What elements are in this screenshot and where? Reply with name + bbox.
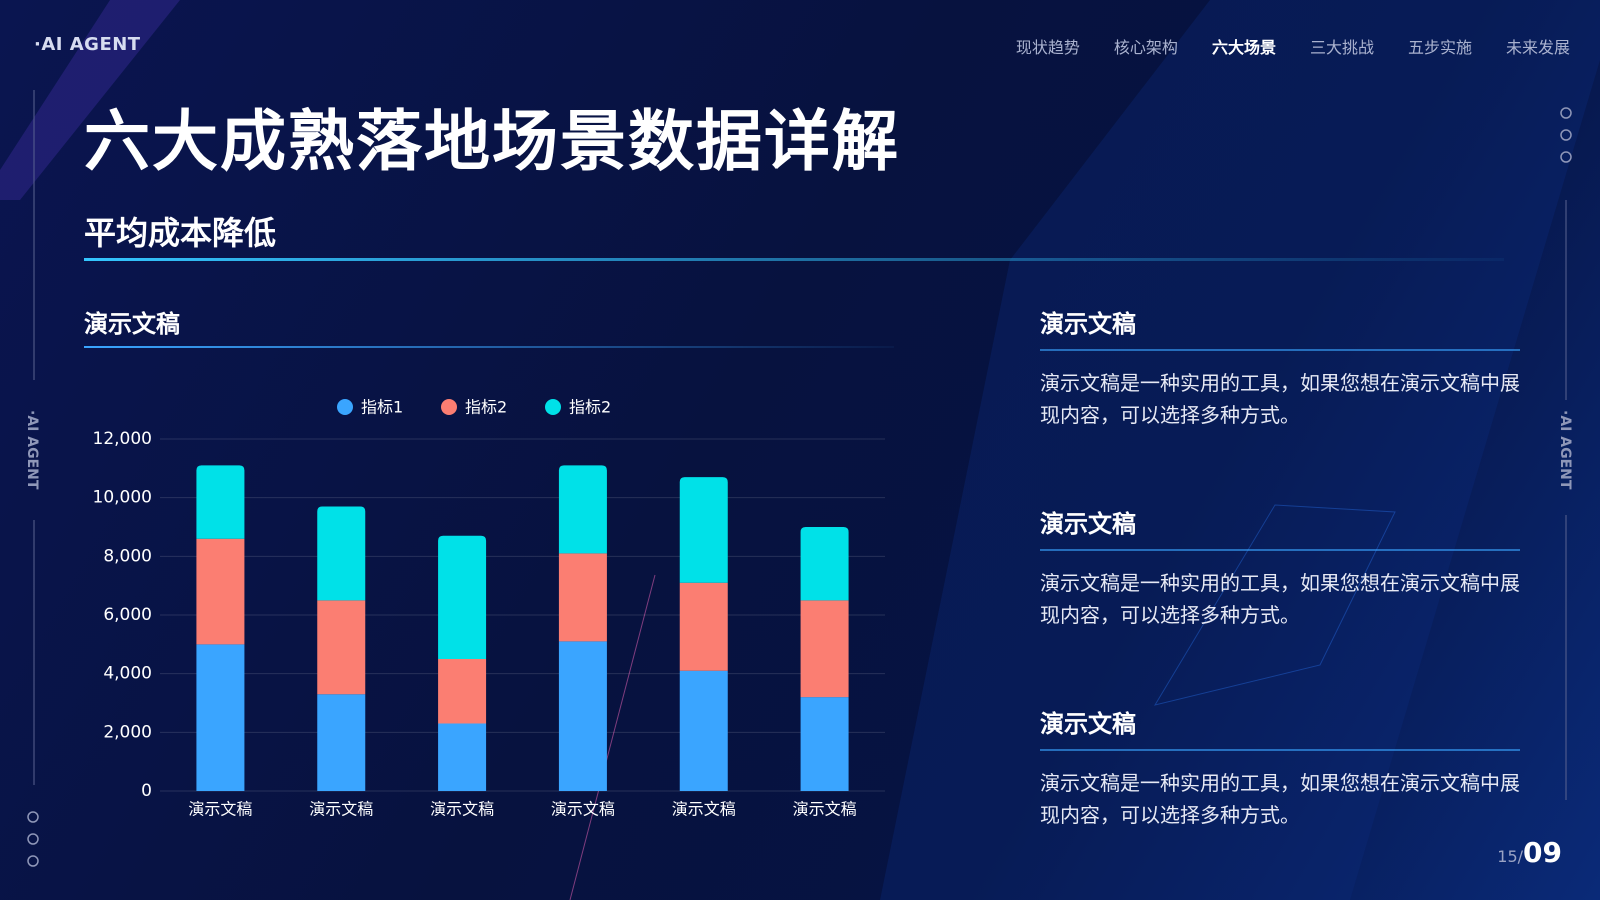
nav-item[interactable]: 现状趋势: [1015, 38, 1080, 57]
bar-segment: [196, 644, 245, 791]
nav-item[interactable]: 三大挑战: [1309, 38, 1374, 57]
bar-segment: [679, 477, 728, 583]
block-text: 演示文稿是一种实用的工具，如果您想在演示文稿中展现内容，可以选择多种方式。: [1040, 371, 1520, 427]
y-tick-label: 6,000: [103, 605, 152, 625]
bar-segment: [558, 553, 607, 642]
legend-swatch: [441, 399, 457, 415]
chart: 0 2,000 4,000 6,000 8,000 10,000 12,000 指标1 指标2 指…: [93, 398, 885, 819]
block-heading: 演示文稿: [1040, 304, 1520, 351]
nav-item[interactable]: 五步实施: [1407, 38, 1472, 57]
nav-item[interactable]: 六大场景: [1211, 38, 1276, 57]
logo: ·AI AGENT: [34, 34, 141, 55]
bar-segment: [558, 641, 607, 791]
side-label: ·AI AGENT: [24, 410, 40, 490]
chart-heading: 演示文稿: [84, 310, 180, 338]
bar-segment: [317, 694, 366, 791]
subtitle: 平均成本降低: [84, 214, 277, 252]
nav: 现状趋势 核心架构 六大场景 三大挑战 五步实施 未来发展: [1016, 34, 1570, 58]
x-tick-label: 演示文稿: [430, 800, 494, 819]
block-heading: 演示文稿: [1040, 704, 1520, 751]
y-tick-label: 12,000: [93, 429, 152, 449]
x-tick-label: 演示文稿: [551, 800, 615, 819]
y-tick-label: 0: [141, 781, 152, 801]
x-tick-label: 演示文稿: [188, 800, 252, 819]
bar-segment: [196, 538, 245, 645]
page-total: 09: [1523, 836, 1562, 869]
text-block: 演示文稿演示文稿是一种实用的工具，如果您想在演示文稿中展现内容，可以选择多种方式…: [1040, 504, 1520, 631]
dot: [1560, 151, 1572, 163]
bar-segment: [196, 465, 245, 539]
bar-segment: [679, 582, 728, 671]
block-heading: 演示文稿: [1040, 504, 1520, 551]
block-text: 演示文稿是一种实用的工具，如果您想在演示文稿中展现内容，可以选择多种方式。: [1040, 571, 1520, 627]
text-block: 演示文稿演示文稿是一种实用的工具，如果您想在演示文稿中展现内容，可以选择多种方式…: [1040, 304, 1520, 431]
bar-segment: [317, 506, 366, 601]
legend-label: 指标2: [465, 398, 507, 417]
dot: [27, 855, 39, 867]
legend-swatch: [545, 399, 561, 415]
legend-swatch: [337, 399, 353, 415]
bar-segment: [800, 527, 849, 601]
divider: [84, 258, 1504, 261]
title: 六大成熟落地场景数据详解: [84, 103, 900, 180]
bar-segment: [558, 465, 607, 554]
legend-label: 指标1: [361, 398, 403, 417]
nav-item[interactable]: 未来发展: [1505, 38, 1570, 57]
bar-segment: [679, 670, 728, 791]
dot: [1560, 129, 1572, 141]
y-tick-label: 10,000: [93, 488, 152, 508]
bar-segment: [438, 659, 487, 724]
dot: [1560, 107, 1572, 119]
network-lines: [1153, 504, 1396, 706]
page-number: 15/09: [1497, 836, 1562, 869]
x-tick-label: 演示文稿: [793, 800, 857, 819]
accent-line: [569, 574, 656, 900]
page-current: 15/: [1497, 847, 1524, 866]
block-text: 演示文稿是一种实用的工具，如果您想在演示文稿中展现内容，可以选择多种方式。: [1040, 771, 1520, 827]
dot: [27, 811, 39, 823]
y-tick-label: 4,000: [103, 664, 152, 684]
dot: [27, 833, 39, 845]
y-tick-label: 8,000: [103, 546, 152, 566]
divider: [84, 346, 894, 348]
legend-label: 指标2: [569, 398, 611, 417]
diagonal-band: [880, 0, 1600, 900]
side-label: ·AI AGENT: [1557, 410, 1573, 490]
nav-item[interactable]: 核心架构: [1113, 38, 1178, 57]
bar-segment: [800, 697, 849, 791]
text-block: 演示文稿演示文稿是一种实用的工具，如果您想在演示文稿中展现内容，可以选择多种方式…: [1040, 704, 1520, 831]
y-tick-label: 2,000: [103, 722, 152, 742]
x-tick-label: 演示文稿: [672, 800, 736, 819]
bar-segment: [438, 723, 487, 791]
bar-segment: [317, 600, 366, 695]
diagonal-band: [0, 0, 180, 200]
bar-segment: [800, 600, 849, 698]
x-tick-label: 演示文稿: [309, 800, 373, 819]
bar-segment: [438, 535, 487, 659]
